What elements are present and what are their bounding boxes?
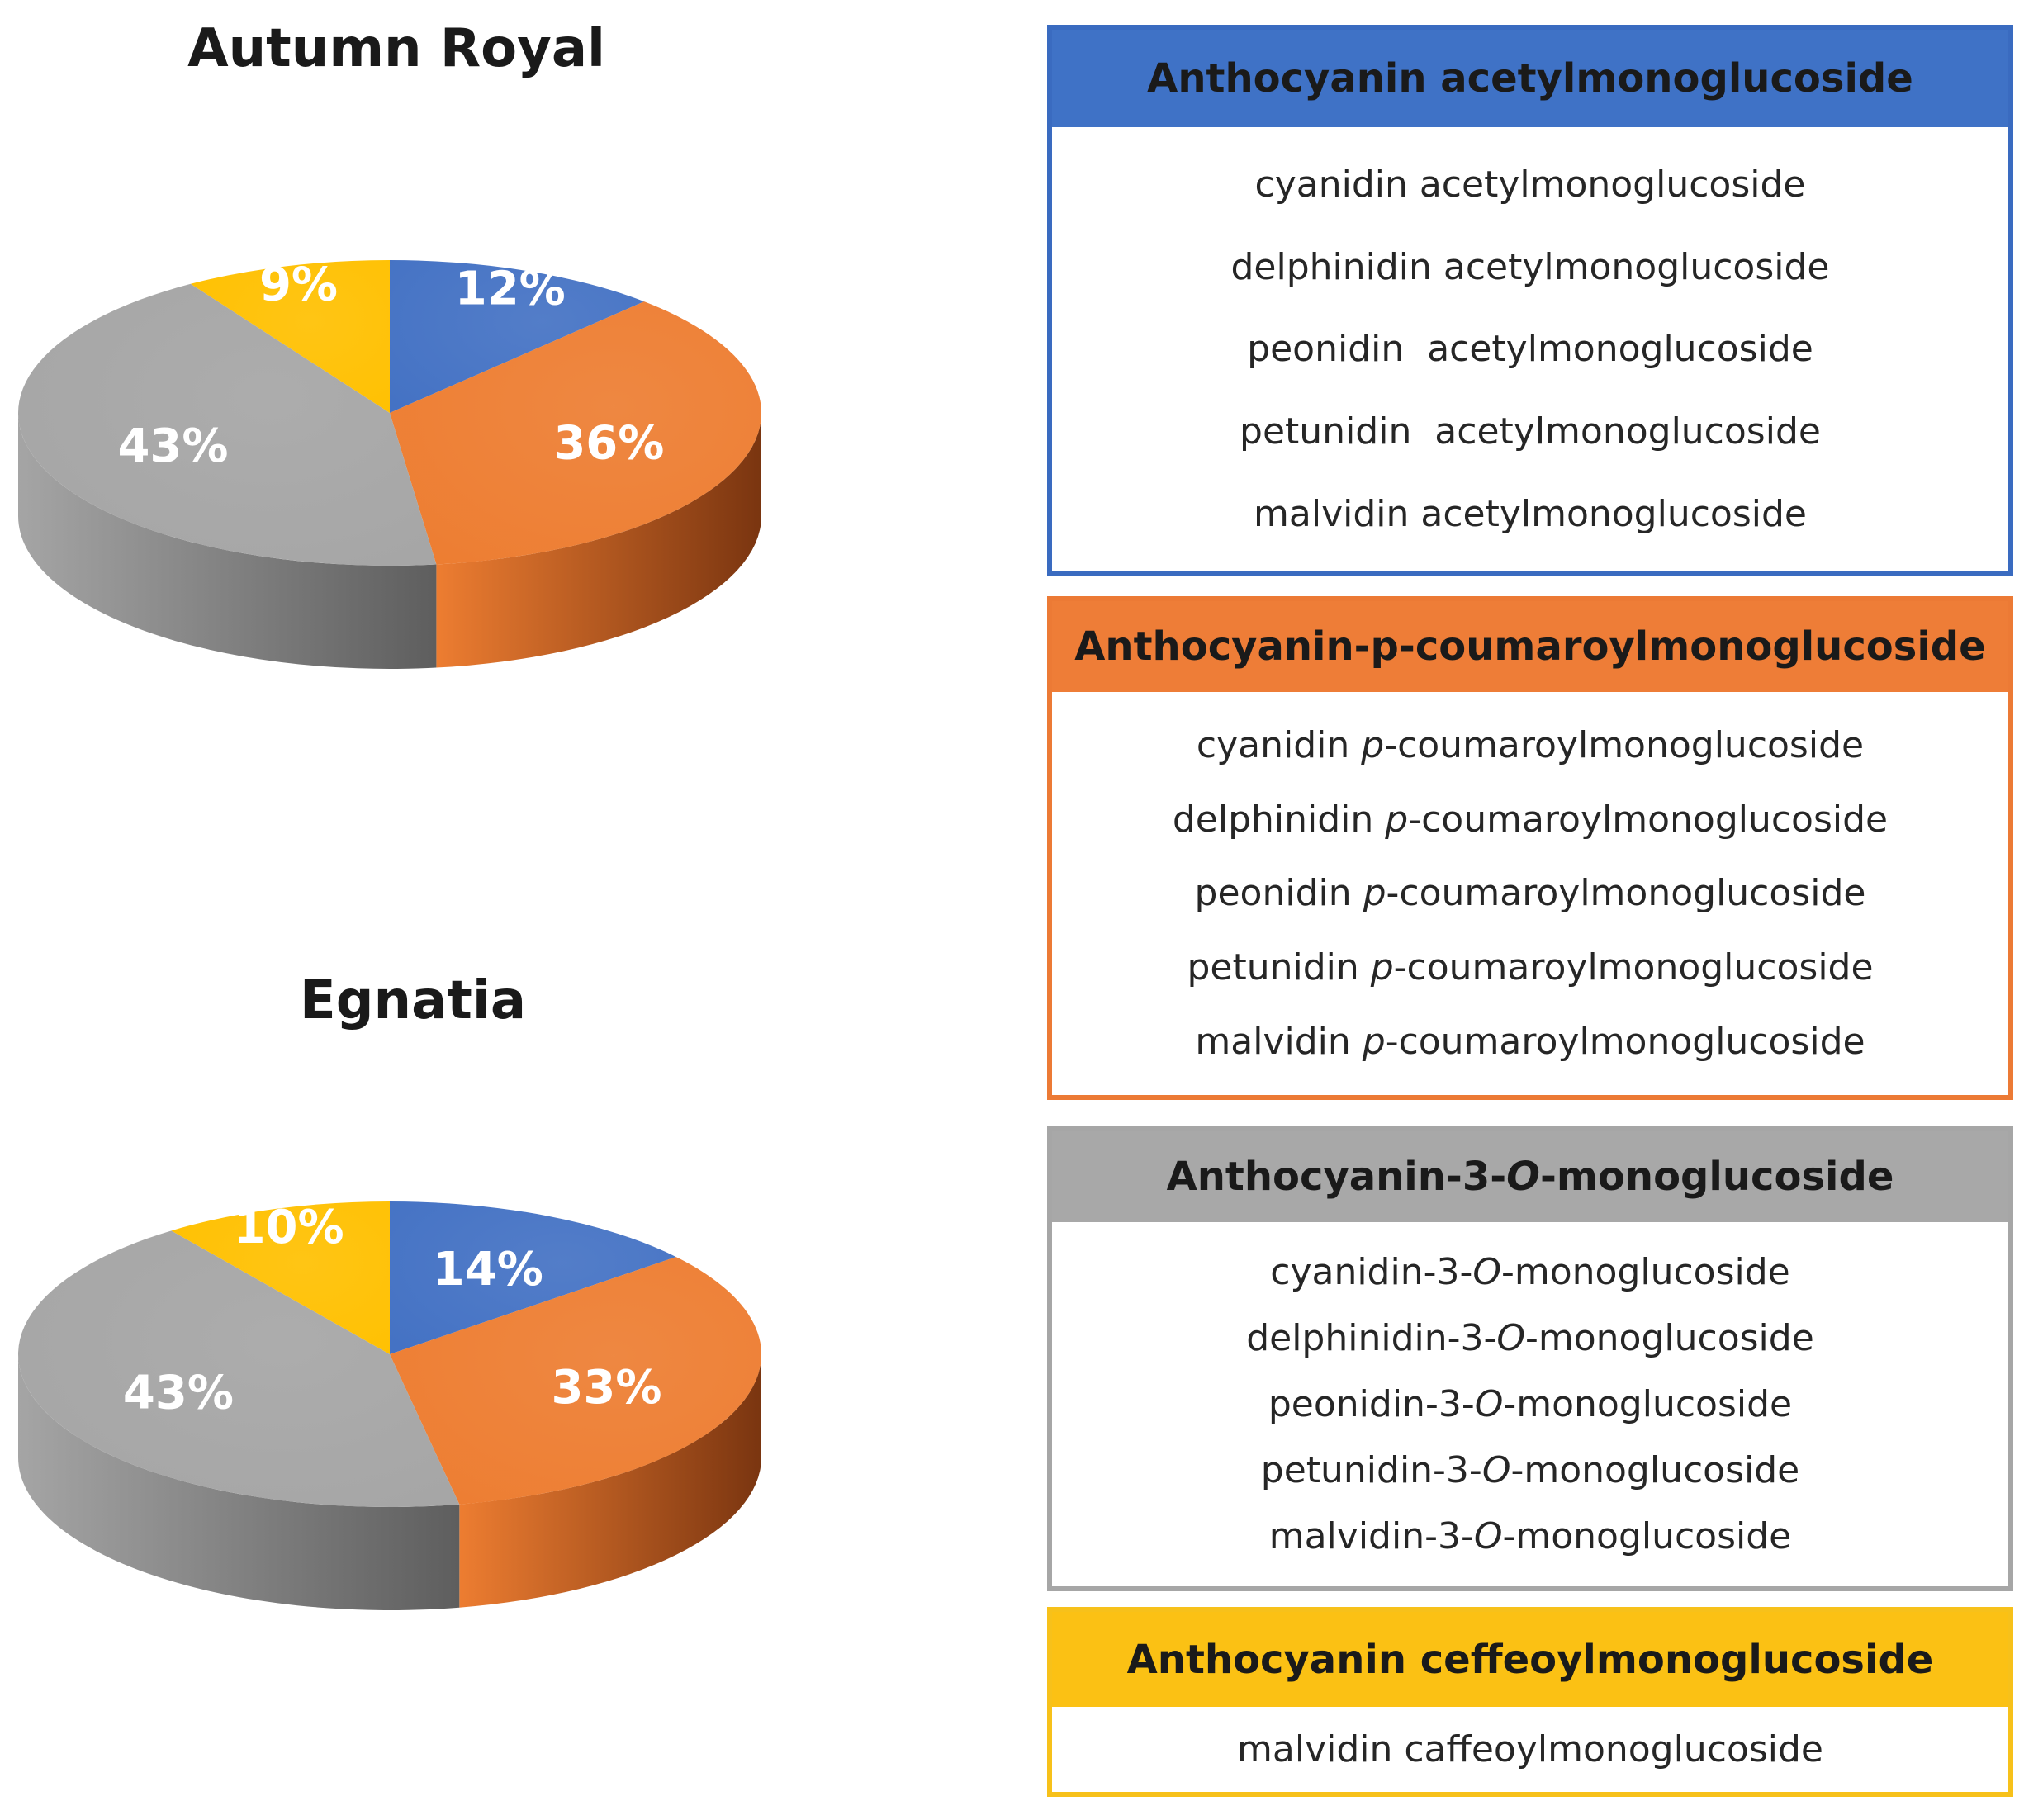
legend-box-3-o-monoglucoside: Anthocyanin-3- O -monoglucoside cyanidin-3…	[1047, 1126, 2013, 1591]
legend-item: petunidin-3-O-monoglucoside	[1260, 1449, 1800, 1492]
pie-slice-anthocyanin-p-coumaroylmonoglucoside	[390, 1257, 761, 1505]
pie-slice-anthocyanin-ceffeoylmonoglucoside	[190, 260, 390, 413]
legend-list-acetylmonoglucoside: cyanidin acetylmonoglucoside delphinidin…	[1052, 127, 2008, 571]
pie-chart-autumn-royal: 12% 36% 43% 9%	[17, 258, 762, 669]
legend-list-caffeoylmonoglucoside: malvidin caffeoylmonoglucoside	[1052, 1707, 2008, 1792]
legend-header-acetylmonoglucoside: Anthocyanin acetylmonoglucoside	[1052, 30, 2008, 127]
legend-box-caffeoylmonoglucoside: Anthocyanin ceffeoylmonoglucoside malvid…	[1047, 1607, 2013, 1797]
legend-header-3-o-monoglucoside: Anthocyanin-3- O -monoglucoside	[1052, 1131, 2008, 1222]
pie-label-anthocyanin-acetylmonoglucoside: 14%	[433, 1243, 543, 1296]
pie-chart-egnatia: 14% 33% 43% 10%	[17, 1201, 761, 1610]
pie-slice-anthocyanin-ceffeoylmonoglucoside	[171, 1201, 390, 1354]
legend-item: peonidin p-coumaroylmonoglucoside	[1194, 872, 1866, 915]
legend-item: delphinidin-3-O-monoglucoside	[1246, 1316, 1814, 1359]
pie-label-anthocyanin-acetylmonoglucoside: 12%	[455, 263, 566, 316]
pie-side-anthocyanin-p-coumaroylmonoglucoside	[436, 413, 761, 668]
pie-label-anthocyanin-ceffeoylmonoglucoside: 9%	[259, 258, 338, 312]
legend-item: cyanidin p-coumaroylmonoglucoside	[1196, 724, 1865, 767]
legend-list-coumaroylmonoglucoside: cyanidin p-coumaroylmonoglucoside delphi…	[1052, 692, 2008, 1095]
legend-item: petunidin acetylmonoglucoside	[1240, 410, 1821, 453]
legend-item: malvidin p-coumaroylmonoglucoside	[1195, 1020, 1865, 1063]
pie-label-anthocyanin-ceffeoylmonoglucoside: 10%	[234, 1201, 344, 1254]
pie-label-anthocyanin-3-o-monoglucoside: 43%	[117, 419, 228, 473]
legend-item: malvidin-3-O-monoglucoside	[1268, 1515, 1792, 1558]
legend-header-coumaroylmonoglucoside: Anthocyanin-p-coumaroylmonoglucoside	[1052, 601, 2008, 692]
pie-label-anthocyanin-3-o-monoglucoside: 43%	[123, 1367, 234, 1420]
legend-list-3-o-monoglucoside: cyanidin-3-O-monoglucoside delphinidin-3…	[1052, 1222, 2008, 1586]
pie-side-anthocyanin-3-o-monoglucoside	[18, 413, 437, 669]
legend-item: delphinidin acetylmonoglucoside	[1230, 245, 1830, 288]
legend-header-caffeoylmonoglucoside: Anthocyanin ceffeoylmonoglucoside	[1052, 1612, 2008, 1707]
pie-side-anthocyanin-p-coumaroylmonoglucoside	[459, 1354, 761, 1608]
pie-side-anthocyanin-3-o-monoglucoside	[18, 1354, 460, 1610]
pie-slice-anthocyanin-acetylmonoglucoside	[390, 1201, 676, 1354]
legend-item: peonidin-3-O-monoglucoside	[1268, 1382, 1793, 1425]
pie-label-anthocyanin-p-coumaroylmonoglucoside: 36%	[553, 416, 664, 470]
pie-slice-anthocyanin-p-coumaroylmonoglucoside	[390, 301, 762, 565]
chart-title-egnatia: Egnatia	[300, 970, 526, 1031]
legend-box-acetylmonoglucoside: Anthocyanin acetylmonoglucoside cyanidin…	[1047, 25, 2013, 576]
legend-item: malvidin caffeoylmonoglucoside	[1237, 1728, 1823, 1770]
pie-slice-anthocyanin-3-o-monoglucoside	[17, 283, 437, 566]
legend-item: peonidin acetylmonoglucoside	[1247, 328, 1813, 371]
legend-item: cyanidin acetylmonoglucoside	[1254, 164, 1806, 206]
pie-slice-anthocyanin-acetylmonoglucoside	[390, 260, 645, 413]
pie-label-anthocyanin-p-coumaroylmonoglucoside: 33%	[551, 1361, 661, 1415]
legend-item: petunidin p-coumaroylmonoglucoside	[1187, 946, 1874, 989]
legend-item: delphinidin p-coumaroylmonoglucoside	[1172, 798, 1889, 841]
legend-item: cyanidin-3-O-monoglucoside	[1270, 1250, 1790, 1293]
legend-box-coumaroylmonoglucoside: Anthocyanin-p-coumaroylmonoglucoside cya…	[1047, 596, 2013, 1100]
legend-item: malvidin acetylmonoglucoside	[1254, 492, 1807, 535]
pie-slice-anthocyanin-3-o-monoglucoside	[17, 1230, 460, 1507]
chart-title-autumn-royal: Autumn Royal	[187, 18, 605, 79]
